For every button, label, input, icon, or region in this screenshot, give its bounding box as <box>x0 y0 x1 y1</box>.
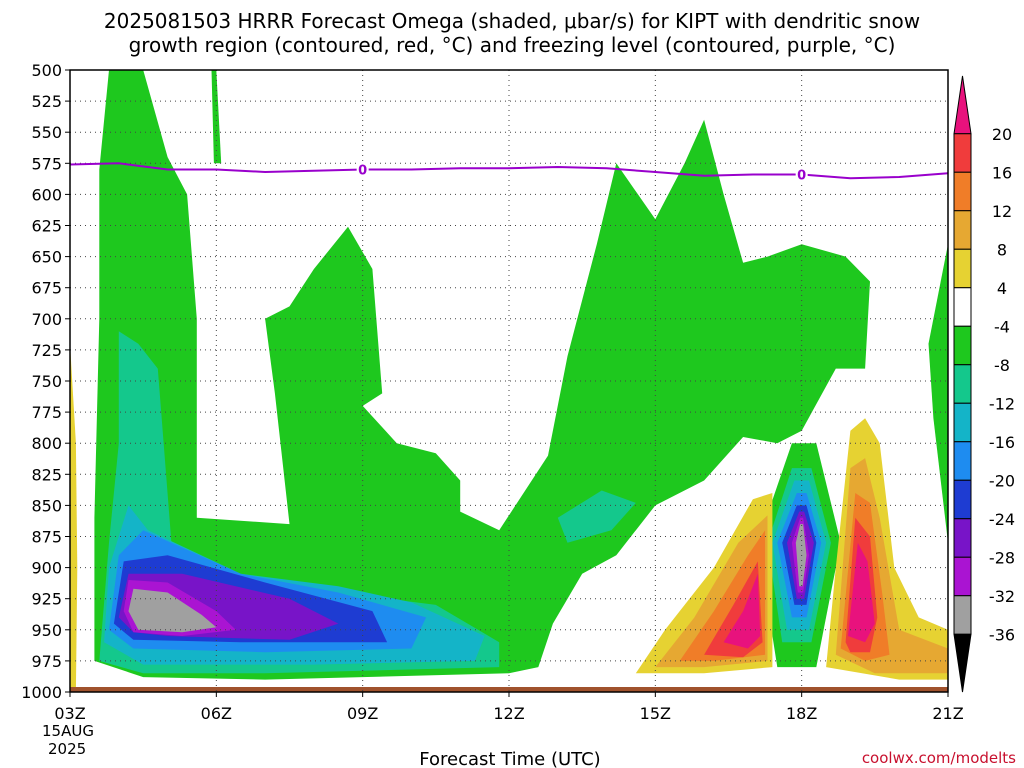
chart-title-line-2: growth region (contoured, red, °C) and f… <box>129 33 896 57</box>
y-tick-label-525: 525 <box>31 92 62 111</box>
x-axis-label: Forecast Time (UTC) <box>419 749 600 768</box>
colorbar-label-10: -24 <box>989 510 1015 529</box>
omega-region-17 <box>128 588 217 633</box>
y-tick-label-675: 675 <box>31 279 62 298</box>
colorbar-swatch-8 <box>953 402 972 443</box>
colorbar-label-11: -28 <box>989 548 1015 567</box>
colorbar-swatch-5 <box>953 287 972 327</box>
omega-region-19 <box>70 343 78 692</box>
y-tick-label-950: 950 <box>31 621 62 640</box>
colorbar-label-1: 16 <box>992 163 1012 182</box>
omega-region-29 <box>848 542 875 643</box>
omega-region-5 <box>557 490 636 543</box>
y-tick-label-550: 550 <box>31 123 62 142</box>
colorbar-swatch-12 <box>953 556 972 597</box>
x-tick-label-12: 12Z <box>493 704 524 723</box>
colorbar-swatch-13 <box>953 595 972 635</box>
freezing-label-bg-1 <box>795 166 808 182</box>
x-tick-label-15: 15Z <box>640 704 671 723</box>
colorbar-label-3: 8 <box>997 240 1007 259</box>
x-tick-label-3: 03Z <box>54 704 85 723</box>
colorbar-label-13: -36 <box>989 625 1015 644</box>
y-tick-label-650: 650 <box>31 248 62 267</box>
colorbar-swatch-9 <box>953 441 972 481</box>
site-credit: coolwx.com/modelts <box>862 749 1016 767</box>
grid-lines <box>70 70 948 692</box>
y-tick-label-600: 600 <box>31 185 62 204</box>
y-tick-label-825: 825 <box>31 465 62 484</box>
omega-region-0 <box>94 70 870 680</box>
y-tick-label-875: 875 <box>31 528 62 547</box>
colorbar-label-5: -4 <box>994 317 1010 336</box>
omega-region-28 <box>723 573 761 649</box>
colorbar-swatch-11 <box>953 518 972 558</box>
colorbar-swatch-6 <box>953 325 972 366</box>
y-tick-label-575: 575 <box>31 154 62 173</box>
colorbar-swatch-14 <box>953 633 972 693</box>
colorbar-swatch-1 <box>953 133 972 173</box>
x-date-year: 2025 <box>48 740 86 758</box>
colorbar-label-6: -8 <box>994 356 1010 375</box>
x-tick-label-21: 21Z <box>932 704 963 723</box>
colorbar-label-4: 4 <box>997 279 1007 298</box>
omega-region-18 <box>795 524 807 587</box>
x-date-day: 15AUG <box>42 722 94 740</box>
colorbar-label-2: 12 <box>992 202 1012 221</box>
y-tick-label-775: 775 <box>31 403 62 422</box>
freezing-label-bg-0 <box>356 161 369 177</box>
y-tick-label-500: 500 <box>31 61 62 80</box>
y-tick-label-700: 700 <box>31 310 62 329</box>
chart-title-line-1: 2025081503 HRRR Forecast Omega (shaded, … <box>104 9 920 33</box>
y-tick-label-725: 725 <box>31 341 62 360</box>
omega-region-1 <box>211 70 222 164</box>
y-tick-label-975: 975 <box>31 652 62 671</box>
colorbar-label-7: -12 <box>989 394 1015 413</box>
colorbar-label-0: 20 <box>992 125 1012 144</box>
colorbar-label-12: -32 <box>989 587 1015 606</box>
surface-band <box>70 687 948 692</box>
omega-region-2 <box>928 244 948 543</box>
y-tick-label-1000: 1000 <box>21 683 62 702</box>
colorbar-swatch-3 <box>953 210 972 250</box>
freezing-level-label-1: 0 <box>797 168 806 183</box>
colorbar: 20 16 12 8 4 -4 -8 -12 -16 -20 -24 -28 -32 -36 <box>953 75 1015 693</box>
colorbar-swatch-4 <box>953 248 972 289</box>
y-tick-label-625: 625 <box>31 217 62 236</box>
colorbar-swatch-10 <box>953 479 972 520</box>
x-tick-label-6: 06Z <box>201 704 232 723</box>
y-tick-label-900: 900 <box>31 559 62 578</box>
colorbar-label-9: -20 <box>989 471 1015 490</box>
colorbar-swatch-7 <box>953 364 972 404</box>
freezing-level-label-0: 0 <box>358 164 367 179</box>
plot-axes: 500 525 550 575 600 625 650 675 700 725 750 775 800 8… <box>21 61 963 723</box>
x-tick-label-18: 18Z <box>786 704 817 723</box>
colorbar-label-8: -16 <box>989 433 1015 452</box>
colorbar-swatch-0 <box>953 75 972 135</box>
y-tick-label-800: 800 <box>31 434 62 453</box>
x-tick-label-9: 09Z <box>347 704 378 723</box>
colorbar-swatch-2 <box>953 171 972 212</box>
y-tick-label-750: 750 <box>31 372 62 391</box>
y-tick-label-925: 925 <box>31 590 62 609</box>
y-tick-label-850: 850 <box>31 496 62 515</box>
